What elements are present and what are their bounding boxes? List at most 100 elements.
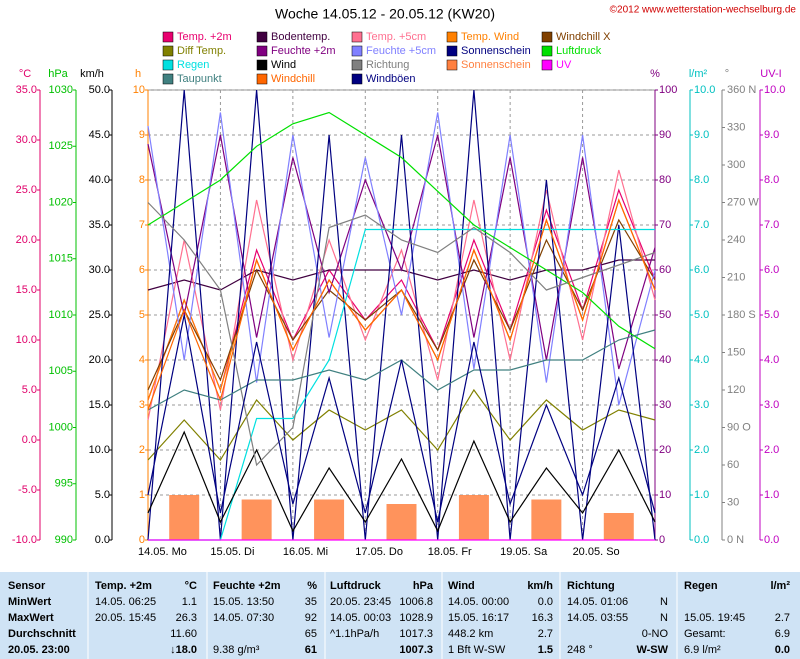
tick-label: 10.0: [89, 444, 110, 456]
tick-label: 360 N: [727, 84, 756, 96]
table-cell: 1017.3: [399, 628, 433, 640]
axis-title: km/h: [80, 68, 104, 80]
axis-title: l/m²: [689, 68, 708, 80]
axis-title: °: [725, 68, 729, 80]
series-line: [147, 202, 656, 467]
legend-swatch: [446, 59, 458, 71]
tick-label: 1: [139, 489, 145, 501]
series-line: [147, 112, 656, 406]
legend-swatch: [162, 59, 174, 71]
tick-label: -5.0: [18, 484, 37, 496]
tick-label: 25.0: [89, 309, 110, 321]
tick-label: 90 O: [727, 421, 751, 433]
tick-label: 20.0: [89, 354, 110, 366]
tick-label: 4.0: [694, 354, 709, 366]
table-cell: ^1.1hPa/h: [330, 628, 379, 640]
table-cell: 15.05. 13:50: [213, 596, 274, 608]
tick-label: 2.0: [694, 444, 709, 456]
tick-label: 10.0: [694, 84, 715, 96]
axis-title: %: [650, 68, 660, 80]
tick-label: 35.0: [16, 84, 37, 96]
legend-label: Richtung: [366, 59, 409, 71]
tick-label: 10: [659, 489, 671, 501]
legend-swatch: [446, 31, 458, 43]
legend-label: Feuchte +2m: [271, 45, 336, 57]
table-header: hPa: [413, 580, 434, 592]
legend-label: Bodentemp.: [271, 31, 330, 43]
tick-label: 10: [133, 84, 145, 96]
table-cell: MaxWert: [8, 612, 54, 624]
tick-label: 3: [139, 399, 145, 411]
tick-label: 1.0: [694, 489, 709, 501]
tick-label: 40: [659, 354, 671, 366]
legend-label: Taupunkt: [177, 73, 222, 85]
tick-label: 1005: [49, 365, 73, 377]
tick-label: 2.0: [764, 444, 779, 456]
table-background: [0, 572, 800, 659]
legend-swatch: [351, 73, 363, 85]
x-tick-label: 20.05. So: [573, 546, 620, 558]
tick-label: 45.0: [89, 129, 110, 141]
table-cell: ↓18.0: [170, 644, 197, 656]
legend-label: Sonnenschein: [461, 45, 531, 57]
legend-swatch: [541, 45, 553, 57]
x-tick-label: 15.05. Di: [210, 546, 254, 558]
table-cell: W-SW: [636, 644, 668, 656]
legend-label: Regen: [177, 59, 209, 71]
legend-swatch: [351, 45, 363, 57]
tick-label: 1.0: [764, 489, 779, 501]
table-cell: 0.0: [775, 644, 790, 656]
legend-swatch: [162, 73, 174, 85]
table-cell: 14.05. 06:25: [95, 596, 156, 608]
tick-label: 9.0: [764, 129, 779, 141]
legend-label: Temp. +2m: [177, 31, 232, 43]
tick-label: 10.0: [764, 84, 785, 96]
table-header: km/h: [527, 580, 553, 592]
tick-label: 0.0: [764, 534, 779, 546]
tick-label: 50.0: [89, 84, 110, 96]
table-cell: 448.2 km: [448, 628, 493, 640]
tick-label: 3.0: [764, 399, 779, 411]
table-cell: 20.05. 23:45: [330, 596, 391, 608]
table-cell: 2.7: [775, 612, 790, 624]
tick-label: 5.0: [694, 309, 709, 321]
legend-swatch: [256, 45, 268, 57]
table-cell: 1.5: [538, 644, 553, 656]
table-header: Feuchte +2m: [213, 580, 281, 592]
table-cell: 2.7: [538, 628, 553, 640]
tick-label: 40.0: [89, 174, 110, 186]
legend-label: Sonnenschein: [461, 59, 531, 71]
tick-label: 995: [55, 478, 73, 490]
legend-label: Diff Temp.: [177, 45, 226, 57]
table-cell: 26.3: [176, 612, 197, 624]
bar: [603, 513, 634, 540]
bar: [458, 495, 489, 540]
axis-title: UV-I: [760, 68, 781, 80]
bar: [314, 499, 345, 540]
tick-label: 50: [659, 309, 671, 321]
table-header: %: [307, 580, 317, 592]
legend-label: Luftdruck: [556, 45, 602, 57]
x-tick-label: 18.05. Fr: [428, 546, 472, 558]
tick-label: 0: [659, 534, 665, 546]
legend-swatch: [541, 31, 553, 43]
table-cell: 61: [305, 644, 317, 656]
tick-label: 70: [659, 219, 671, 231]
tick-label: 0.0: [694, 534, 709, 546]
axis-title: hPa: [48, 68, 68, 80]
table-cell: 6.9 l/m²: [684, 644, 721, 656]
x-tick-label: 14.05. Mo: [138, 546, 187, 558]
table-cell: 16.3: [532, 612, 553, 624]
bar: [169, 495, 200, 540]
tick-label: 5: [139, 309, 145, 321]
table-cell: 14.05. 00:03: [330, 612, 391, 624]
table-cell: 15.05. 16:17: [448, 612, 509, 624]
tick-label: 210: [727, 271, 745, 283]
table-cell: 92: [305, 612, 317, 624]
table-cell: 0.0: [538, 596, 553, 608]
table-separators: [87, 572, 678, 659]
legend-swatch: [446, 45, 458, 57]
tick-label: 6: [139, 264, 145, 276]
series-line: [147, 314, 656, 523]
tick-label: 7.0: [694, 219, 709, 231]
